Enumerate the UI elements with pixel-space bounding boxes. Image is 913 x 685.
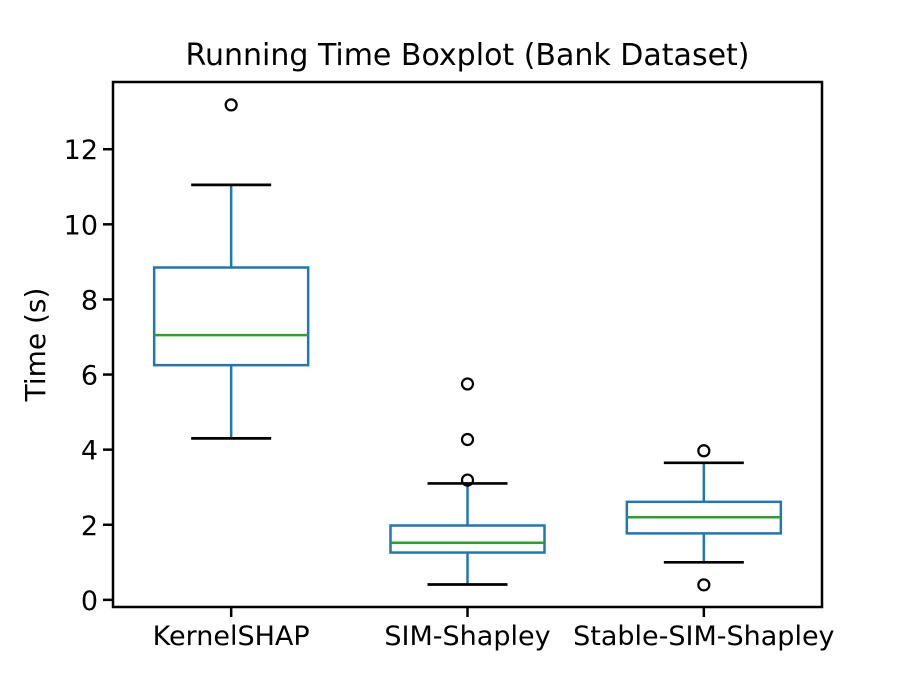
box-group-kernelshap (152, 98, 310, 440)
x-tick-label: Stable-SIM-Shapley (573, 621, 834, 652)
plot-border (111, 80, 824, 609)
y-tick-label: 0 (81, 586, 98, 617)
outlier-point (460, 473, 475, 487)
outlier-point (460, 432, 475, 447)
x-tick-label: KernelSHAP (153, 621, 310, 652)
y-tick-label: 12 (64, 135, 98, 166)
x-tick-label: SIM-Shapley (384, 621, 550, 652)
boxes-layer (152, 98, 783, 592)
iqr-box (389, 524, 546, 554)
y-tick-label: 4 (81, 436, 98, 467)
outlier-point (224, 98, 238, 112)
box-group-stable-sim-shapley (625, 444, 783, 592)
outlier-point (697, 444, 711, 458)
y-tick-label: 2 (81, 511, 98, 542)
outlier-point (460, 377, 475, 391)
iqr-box (152, 266, 310, 367)
y-axis-label: Time (s) (19, 288, 52, 403)
outlier-point (697, 578, 711, 592)
y-tick-label: 10 (64, 210, 98, 241)
chart-title: Running Time Boxplot (Bank Dataset) (186, 38, 750, 73)
y-tick-label: 6 (81, 361, 98, 392)
box-group-sim-shapley (389, 377, 546, 586)
axes-layer: 0 2 4 6 8 10 12 KernelSHAP SIM-Shapley Stable-SIM… (64, 80, 835, 652)
y-tick-label: 8 (81, 285, 98, 316)
